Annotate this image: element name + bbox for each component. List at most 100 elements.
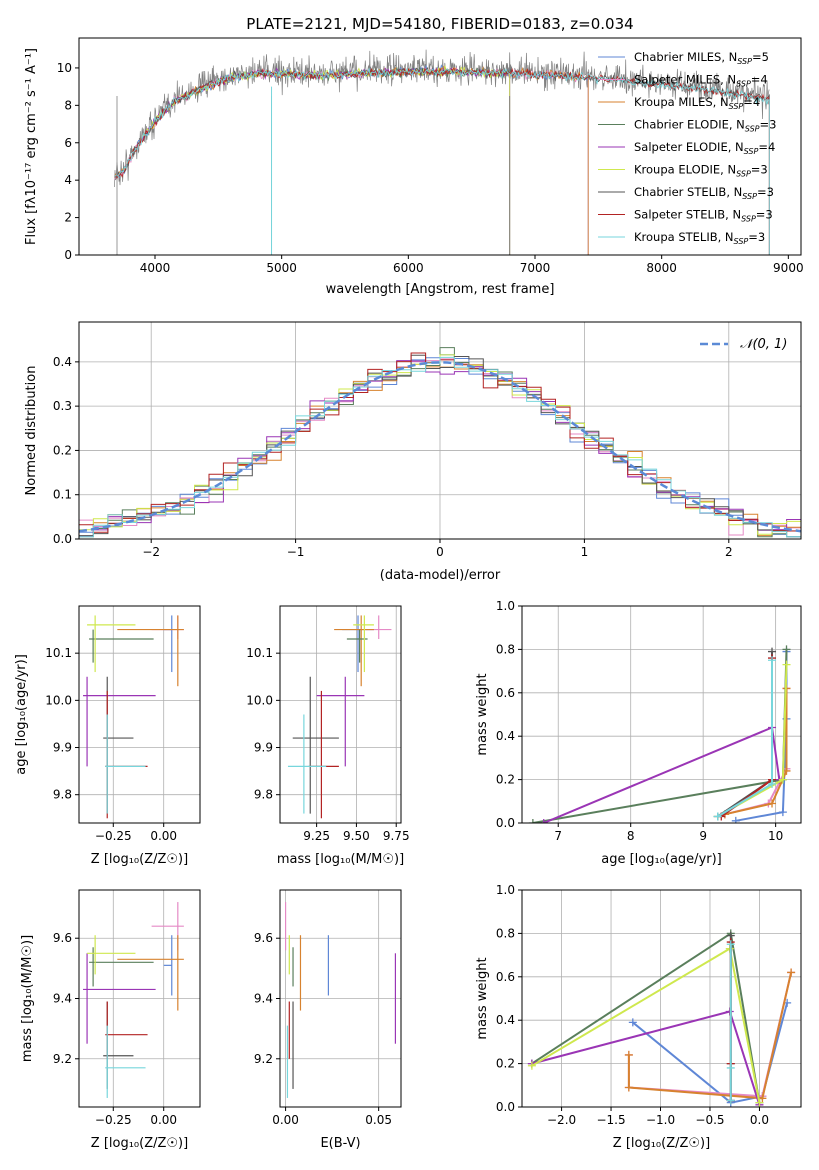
tick-label-y: 0.8: [496, 926, 515, 940]
x-axis-label: Z [log₁₀(Z/Z☉)]: [613, 1136, 710, 1151]
tick-label-x: 0: [436, 545, 444, 559]
axis-ticks: −0.25 0.00 9.2 9.4 9.6: [53, 931, 177, 1127]
tick-label-x: −2: [142, 545, 160, 559]
sfh-marker: [787, 968, 796, 977]
axes-frame: [279, 889, 402, 1108]
axis-ticks: 9.25 9.50 9.75 9.8 9.9 10.0 10.1: [246, 646, 409, 843]
tick-label-x: −0.25: [95, 829, 132, 843]
tick-label-x: 9000: [773, 261, 804, 275]
grid: [280, 606, 401, 823]
plot-area: [527, 929, 796, 1107]
legend: 𝒩(0, 1): [700, 337, 787, 352]
sfh-line: [632, 1002, 789, 1104]
sfh-marker: [768, 779, 777, 788]
plot-area: [114, 49, 770, 255]
tick-label-x: −1.0: [646, 1113, 675, 1127]
legend: Chabrier MILES, NSSP=5 Salpeter MILES, NS…: [598, 50, 776, 246]
axis-ticks: −2.0 −1.5 −1.0 −0.5 0.0 0.0 0.2 0.4 0.6 0.8 1.0: [496, 883, 769, 1127]
sfh-marker: [778, 808, 787, 817]
y-axis-label: age [log₁₀(age/yr)]: [14, 654, 29, 775]
figure-title: PLATE=2121, MJD=54180, FIBERID=0183, z=0…: [246, 15, 633, 33]
tick-label-y: 0.2: [496, 1057, 515, 1071]
tick-label-y: 1.0: [496, 883, 515, 897]
legend-entry: Salpeter MILES, NSSP=4: [634, 73, 768, 89]
legend-entry: Kroupa STELIB, NSSP=3: [634, 230, 765, 246]
tick-label-x: 1: [581, 545, 589, 559]
plot-area: [287, 615, 392, 819]
tick-label-x: 2: [725, 545, 733, 559]
tick-label-y: 0: [64, 248, 72, 262]
grid: [79, 890, 200, 1107]
x-axis-label: mass [log₁₀(M/M☉)]: [277, 852, 404, 867]
plot-area: [83, 902, 184, 1098]
tick-label-x: 8: [627, 829, 635, 843]
y-axis-label: mass weight: [475, 957, 490, 1039]
tick-label-y: 0.0: [496, 1100, 515, 1114]
tick-label-x: 0.00: [150, 1113, 177, 1127]
sfh-marker: [528, 819, 537, 823]
tick-label-y: 10.1: [246, 646, 273, 660]
axes-frame: [78, 889, 201, 1108]
tick-label-y: 8: [64, 98, 72, 112]
tick-label-x: 9.75: [383, 829, 410, 843]
sfh-marker: [725, 1007, 734, 1016]
axis-ticks: 0.00 0.05 9.2 9.4 9.6: [254, 931, 392, 1127]
sfh-line: [627, 972, 793, 1100]
tick-label-y: 9.6: [254, 931, 273, 945]
axes-frame: [279, 605, 402, 824]
tick-label-y: 9.4: [53, 992, 72, 1006]
chart-residual-histogram: −2 −1 0 1 2 0.0 0.1 0.2 0.3 0.4 (data-model)/error…: [24, 321, 802, 583]
tick-label-y: 0.2: [53, 443, 72, 457]
plot-area: [284, 902, 397, 1098]
chart-mass-weight-vs-Z: −2.0 −1.5 −1.0 −0.5 0.0 0.0 0.2 0.4 0.6 0.8 1.0 Z […: [475, 883, 802, 1151]
model-spectrum: [114, 67, 770, 255]
axis-ticks: −2 −1 0 1 2 0.0 0.1 0.2 0.3 0.4: [53, 355, 733, 559]
histogram-step: [79, 356, 801, 538]
axes-frame: [78, 321, 802, 540]
tick-label-x: −1.5: [596, 1113, 625, 1127]
tick-label-x: 7000: [520, 261, 551, 275]
axis-ticks: 4000 5000 6000 7000 8000 9000 0 2 4 6 8 10: [57, 61, 804, 275]
chart-layers: 4000 5000 6000 7000 8000 90000246810wavelengt…: [14, 37, 804, 1151]
chart-spectrum: 4000 5000 6000 7000 8000 9000 0 2 4 6 8 10 wavelengt…: [24, 37, 804, 297]
tick-label-x: −1: [287, 545, 305, 559]
y-axis-label: Flux [fλ10⁻¹⁷ erg cm⁻² s⁻¹ A⁻¹]: [24, 48, 39, 245]
sfh-marker: [726, 1063, 735, 1072]
x-axis-label: wavelength [Angstrom, rest frame]: [326, 282, 555, 297]
chart-age-vs-mass: 9.25 9.50 9.75 9.8 9.9 10.0 10.1 mass [log₁₀(M/…: [246, 605, 410, 867]
legend-entry: Chabrier MILES, NSSP=5: [634, 50, 769, 66]
sfh-marker: [726, 1096, 735, 1105]
tick-label-y: 9.9: [254, 741, 273, 755]
legend-entry: Salpeter ELODIE, NSSP=4: [634, 140, 775, 156]
sfh-marker: [768, 656, 777, 665]
sfh-marker: [527, 1061, 536, 1070]
legend-entry: Kroupa ELODIE, NSSP=3: [634, 163, 768, 179]
tick-label-y: 2: [64, 211, 72, 225]
chart-mass-weight-vs-age: 7 8 9 10 0.0 0.2 0.4 0.6 0.8 1.0 age [log₁₀(age/yr…: [475, 599, 802, 867]
tick-label-y: 10.0: [246, 693, 273, 707]
tick-label-y: 0.8: [496, 642, 515, 656]
sfh-line: [724, 688, 788, 816]
axes-frame: [78, 37, 802, 256]
axis-ticks: 7 8 9 10 0.0 0.2 0.4 0.6 0.8 1.0: [496, 599, 783, 843]
tick-label-y: 0.4: [496, 729, 515, 743]
sfh-marker: [782, 660, 791, 669]
x-axis-label: Z [log₁₀(Z/Z☉)]: [91, 852, 188, 867]
legend-entry: Chabrier ELODIE, NSSP=3: [634, 118, 776, 134]
tick-label-y: 9.4: [254, 992, 273, 1006]
sfh-marker: [624, 1083, 633, 1092]
tick-label-y: 9.8: [254, 788, 273, 802]
tick-label-x: 9.50: [343, 829, 370, 843]
x-axis-label: E(B-V): [320, 1136, 360, 1151]
grid: [522, 889, 801, 1108]
x-axis-label: Z [log₁₀(Z/Z☉)]: [91, 1136, 188, 1151]
sfh-line: [531, 947, 761, 1103]
tick-label-x: 6000: [393, 261, 424, 275]
tick-label-x: 9: [699, 829, 707, 843]
sfh-marker: [725, 944, 734, 953]
y-axis-label: mass [log₁₀(M/M☉)]: [20, 935, 35, 1062]
tick-label-y: 1.0: [496, 599, 515, 613]
tick-label-y: 6: [64, 136, 72, 150]
tick-label-y: 9.6: [53, 931, 72, 945]
